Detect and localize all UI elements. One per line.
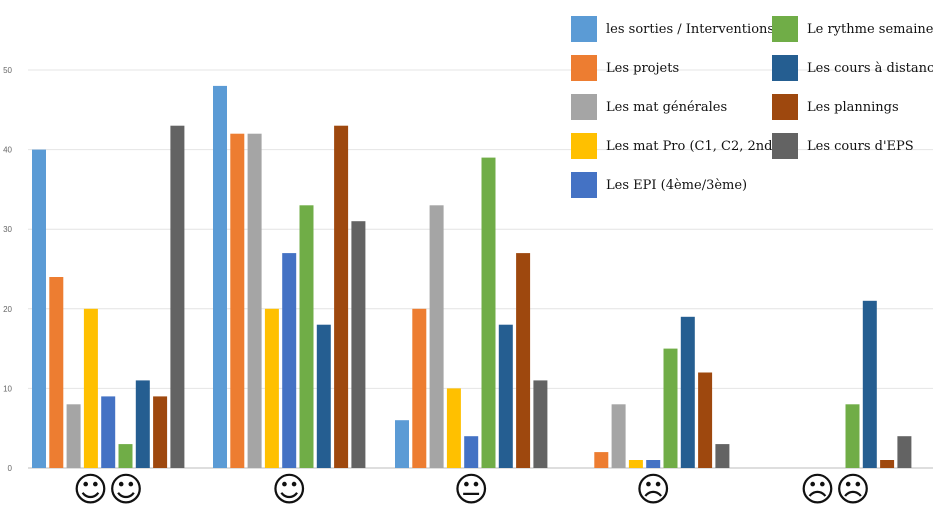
bar: [698, 372, 713, 468]
bar: [429, 205, 444, 469]
bar: [351, 221, 366, 468]
bar: [481, 157, 496, 468]
bar: [412, 308, 427, 468]
bar: [646, 460, 661, 468]
bar: [32, 149, 46, 468]
legend-item: les sorties / Interventions: [571, 16, 774, 42]
bar: [395, 420, 409, 468]
legend-swatch: [772, 133, 798, 159]
bar: [282, 253, 297, 468]
x-tick-label: ☺: [271, 470, 306, 509]
legend-swatch: [571, 55, 597, 81]
legend-label: Le rythme semaine: [807, 21, 933, 37]
bar: [862, 300, 877, 468]
bar: [316, 324, 331, 468]
legend-label: les sorties / Interventions: [606, 21, 775, 37]
bar: [101, 396, 116, 468]
bar: [247, 133, 262, 468]
y-tick-label: 0: [8, 464, 13, 473]
legend-swatch: [772, 55, 798, 81]
bar: [213, 85, 227, 469]
bar: [170, 125, 185, 468]
bar: [230, 133, 245, 468]
bar: [135, 380, 150, 468]
legend-swatch: [772, 16, 798, 42]
legend-label: Les projets: [606, 60, 680, 76]
bar: [464, 436, 479, 468]
legend-label: Les mat Pro (C1, C2, 2nde): [606, 138, 786, 154]
bar: [446, 388, 461, 468]
bar: [516, 253, 531, 468]
legend-item: Les mat générales: [571, 94, 727, 120]
legend-label: Les mat générales: [606, 99, 728, 115]
legend-item: Les cours d'EPS: [772, 133, 914, 159]
x-tick-label: 😐: [453, 470, 488, 509]
bar: [498, 324, 513, 468]
y-tick-label: 50: [3, 66, 12, 75]
legend-item: Les EPI (4ème/3ème): [571, 172, 747, 198]
y-tick-label: 40: [3, 146, 12, 155]
bars: [32, 85, 912, 469]
legend-swatch: [571, 94, 597, 120]
legend-label: Les plannings: [807, 99, 899, 115]
y-axis-ticks: 0 10 20 30 40 50: [3, 66, 12, 473]
legend-swatch: [571, 16, 597, 42]
x-axis-category-faces: ☺☺ ☺ 😐 ☹ ☹☹: [73, 470, 871, 509]
legend-item: Les mat Pro (C1, C2, 2nde): [571, 133, 785, 159]
bar: [897, 436, 912, 468]
legend-item: Les projets: [571, 55, 679, 81]
bar: [845, 404, 860, 468]
bar: [715, 444, 730, 468]
bar: [663, 348, 678, 468]
y-tick-label: 20: [3, 305, 12, 314]
legend-swatch: [772, 94, 798, 120]
x-tick-label: ☺☺: [73, 470, 144, 509]
bar: [83, 308, 98, 468]
legend-item: Les plannings: [772, 94, 899, 120]
bar: [628, 460, 643, 468]
bar: [680, 316, 695, 468]
legend-label: Les cours à distance: [807, 60, 933, 76]
y-tick-label: 10: [3, 384, 12, 393]
y-tick-label: 30: [3, 225, 12, 234]
bar: [264, 308, 279, 468]
x-tick-label: ☹: [635, 470, 670, 509]
bar: [66, 404, 81, 468]
bar: [299, 205, 314, 469]
legend-swatch: [571, 172, 597, 198]
bar: [334, 125, 349, 468]
bar: [118, 444, 133, 468]
bar: [533, 380, 548, 468]
legend-item: Le rythme semaine: [772, 16, 933, 42]
legend-label: Les EPI (4ème/3ème): [606, 177, 748, 193]
bar: [611, 404, 626, 468]
bar: [153, 396, 168, 468]
bar: [49, 277, 64, 468]
legend-label: Les cours d'EPS: [807, 138, 914, 154]
legend-swatch: [571, 133, 597, 159]
x-tick-label: ☹☹: [800, 470, 871, 509]
legend: les sorties / Interventions Le rythme sem…: [565, 10, 933, 200]
bar: [594, 452, 609, 468]
bar: [880, 460, 895, 468]
legend-item: Les cours à distance: [772, 55, 933, 81]
